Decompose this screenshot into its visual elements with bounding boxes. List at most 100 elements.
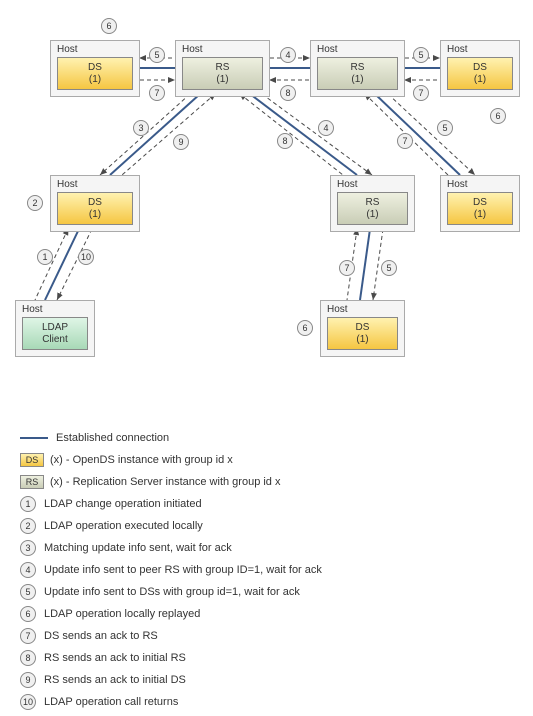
legend-step-badge: 1 [20,496,36,512]
legend-step-10: 10 LDAP operation call returns [20,694,515,710]
legend: Established connection DS (x) - OpenDS i… [20,430,515,716]
legend-step-text: Update info sent to DSs with group id=1,… [44,586,300,598]
legend-rs-text: (x) - Replication Server instance with g… [50,476,280,488]
legend-step-badge: 4 [20,562,36,578]
node-label-top: RS [185,62,260,74]
node-label-top: DS [450,62,510,74]
legend-step-9: 9 RS sends an ack to initial DS [20,672,515,688]
node-label-top: DS [60,197,130,209]
step-badge-6: 6 [490,108,506,124]
node-label-top: DS [60,62,130,74]
step-badge-5: 5 [149,47,165,63]
node-rs_top_mid: RS(1) [182,57,263,90]
step-badge-4: 4 [318,120,334,136]
legend-established: Established connection [20,430,515,446]
node-ds_mid_left: DS(1) [57,192,133,225]
step-badge-7: 7 [413,85,429,101]
legend-step-badge: 8 [20,650,36,666]
host-box-ldap_client: Host LDAPClient [15,300,95,357]
legend-step-text: Matching update info sent, wait for ack [44,542,232,554]
host-box-ds_mid_left: Host DS(1) [50,175,140,232]
edge-solid [110,94,200,175]
step-badge-5: 5 [413,47,429,63]
host-box-rs_top_mid: Host RS(1) [175,40,270,97]
legend-step-text: RS sends an ack to initial DS [44,674,186,686]
legend-line-swatch [20,437,48,439]
host-box-ds_top_far_right: Host DS(1) [440,40,520,97]
step-badge-5: 5 [381,260,397,276]
host-label: Host [57,44,133,55]
step-badge-9: 9 [173,134,189,150]
node-label-bottom: (1) [60,209,130,221]
host-label: Host [447,44,513,55]
node-label-bottom: (1) [185,74,260,86]
host-label: Host [57,179,133,190]
edge-dashed [35,229,68,300]
legend-step-text: RS sends an ack to initial RS [44,652,186,664]
step-badge-3: 3 [133,120,149,136]
step-badge-2: 2 [27,195,43,211]
legend-step-6: 6 LDAP operation locally replayed [20,606,515,622]
node-ds_top_far_right: DS(1) [447,57,513,90]
step-badge-7: 7 [339,260,355,276]
legend-step-3: 3Matching update info sent, wait for ack [20,540,515,556]
step-badge-8: 8 [277,133,293,149]
node-label-bottom: (1) [320,74,395,86]
diagram-area: HostDS(1)HostRS(1)HostRS(1)HostDS(1)Host… [0,0,533,390]
legend-step-text: Update info sent to peer RS with group I… [44,564,322,576]
host-box-rs_top_right: Host RS(1) [310,40,405,97]
legend-step-badge: 10 [20,694,36,710]
step-badge-6: 6 [101,18,117,34]
legend-step-badge: 9 [20,672,36,688]
node-ds_mid_far_right: DS(1) [447,192,513,225]
legend-step-badge: 6 [20,606,36,622]
node-label-top: LDAP [25,322,85,334]
host-label: Host [22,304,88,315]
step-badge-7: 7 [149,85,165,101]
host-label: Host [447,179,513,190]
node-ds_bottom_mid: DS(1) [327,317,398,350]
node-label-top: DS [330,322,395,334]
step-badge-6: 6 [297,320,313,336]
legend-step-text: LDAP operation executed locally [44,520,203,532]
legend-step-8: 8 RS sends an ack to initial RS [20,650,515,666]
legend-step-7: 7 DS sends an ack to RS [20,628,515,644]
node-label-bottom: (1) [450,209,510,221]
host-box-ds_mid_far_right: Host DS(1) [440,175,520,232]
step-badge-7: 7 [397,133,413,149]
node-ds_top_left: DS(1) [57,57,133,90]
edge-solid [45,229,79,300]
legend-step-4: 4 Update info sent to peer RS with group … [20,562,515,578]
legend-ds-swatch: DS [20,453,44,467]
node-label-bottom: (1) [60,74,130,86]
edge-solid [250,94,357,175]
legend-step-text: LDAP change operation initiated [44,498,202,510]
step-badge-10: 10 [78,249,94,265]
legend-ds: DS (x) - OpenDS instance with group id x [20,452,515,468]
legend-step-text: LDAP operation locally replayed [44,608,200,620]
node-label-bottom: (1) [330,334,395,346]
legend-step-badge: 7 [20,628,36,644]
legend-step-badge: 2 [20,518,36,534]
legend-step-2: 2 LDAP operation executed locally [20,518,515,534]
legend-step-text: LDAP operation call returns [44,696,178,708]
host-box-ds_bottom_mid: HostDS(1) [320,300,405,357]
step-badge-4: 4 [280,47,296,63]
legend-rs: RS (x) - Replication Server instance wit… [20,474,515,490]
host-label: Host [317,44,398,55]
node-ldap_client: LDAPClient [22,317,88,350]
legend-step-text: DS sends an ack to RS [44,630,158,642]
node-label-top: DS [450,197,510,209]
legend-established-text: Established connection [56,432,169,444]
host-box-ds_top_left: Host DS(1) [50,40,140,97]
node-rs_mid_right: RS(1) [337,192,408,225]
step-badge-1: 1 [37,249,53,265]
legend-step-1: 1 LDAP change operation initiated [20,496,515,512]
edge-solid [360,229,370,300]
node-label-top: RS [320,62,395,74]
host-label: Host [337,179,408,190]
host-label: Host [182,44,263,55]
legend-step-5: 5Update info sent to DSs with group id=1… [20,584,515,600]
node-rs_top_right: RS(1) [317,57,398,90]
legend-rs-swatch: RS [20,475,44,489]
